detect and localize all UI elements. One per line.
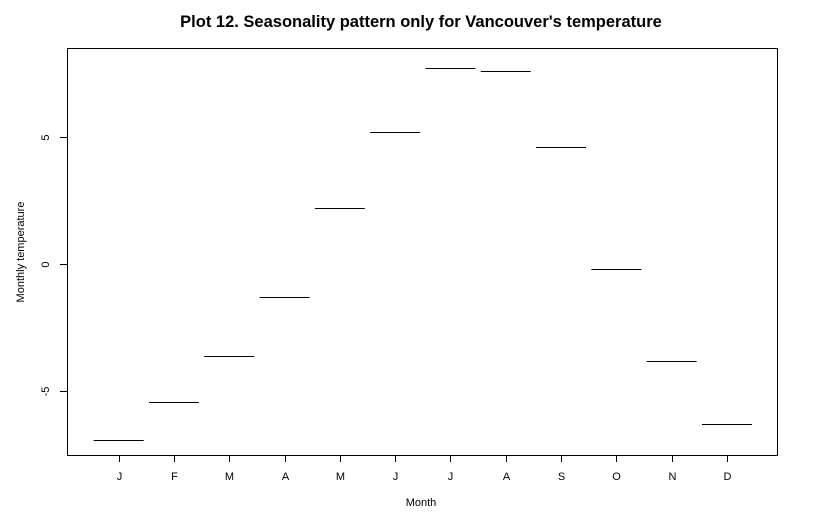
x-axis-label: Month: [406, 497, 437, 509]
x-tick-label: J: [393, 471, 399, 483]
x-tick-label: O: [612, 471, 621, 483]
y-axis: -5 0 5: [40, 134, 67, 396]
x-tick-label: D: [724, 471, 732, 483]
y-tick-label: 5: [40, 134, 52, 140]
y-axis-label: Monthly temperature: [15, 202, 27, 303]
y-tick-label: -5: [40, 387, 52, 397]
x-tick-label: A: [503, 471, 511, 483]
x-tick-label: M: [225, 471, 234, 483]
plot-area-border: [67, 48, 778, 456]
x-tick-label: S: [558, 471, 565, 483]
y-tick-label: 0: [40, 261, 52, 267]
x-tick-label: F: [171, 471, 178, 483]
x-tick-label: J: [117, 471, 123, 483]
x-tick-label: A: [282, 471, 290, 483]
x-tick-label: M: [336, 471, 345, 483]
x-tick-label: N: [669, 471, 677, 483]
series-marks: [93, 68, 752, 441]
x-tick-label: J: [448, 471, 454, 483]
chart-title: Plot 12. Seasonality pattern only for Va…: [180, 13, 662, 31]
